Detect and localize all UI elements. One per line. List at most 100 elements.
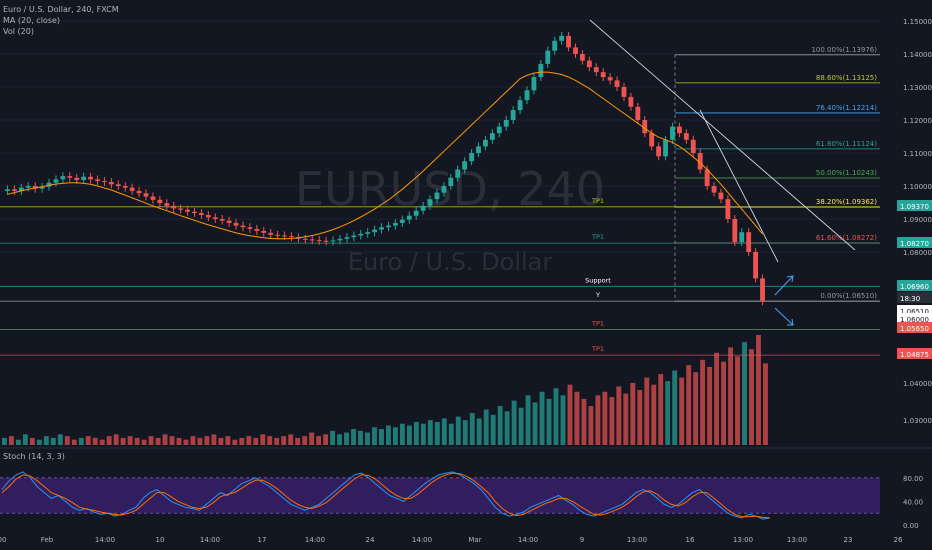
candle-body: [386, 225, 391, 228]
candle-body: [129, 187, 135, 191]
watermark-name: Euro / U.S. Dollar: [348, 248, 553, 276]
up-arrow: [774, 275, 794, 296]
chart-legend: Euro / U.S. Dollar, 240, FXCM MA (20, cl…: [3, 4, 119, 37]
volume-bar: [267, 436, 273, 445]
volume-bar: [434, 421, 440, 445]
candle-body: [448, 177, 454, 186]
volume-bar: [169, 436, 175, 445]
candle-body: [621, 87, 627, 97]
candle-body: [573, 47, 578, 54]
volume-bar: [455, 416, 461, 445]
volume-bar: [337, 434, 343, 445]
volume-bar: [260, 434, 266, 445]
volume-bar: [120, 437, 126, 445]
candle-body: [247, 227, 253, 229]
candle-body: [5, 189, 10, 191]
candle-body: [18, 187, 24, 191]
candle-body: [538, 63, 544, 78]
candle-body: [753, 252, 759, 279]
volume-bar: [574, 391, 580, 445]
price-axis-tick: 1.09000: [903, 216, 932, 224]
level-annotation: Y: [595, 291, 600, 299]
candle-body: [233, 222, 239, 226]
candle-body: [25, 186, 31, 188]
level-annotation: TP1: [591, 345, 604, 353]
candle-body: [413, 210, 419, 216]
fib-level-label: 0.00%(1.06510): [820, 292, 877, 300]
candle-body: [143, 193, 149, 197]
candle-body: [185, 209, 190, 212]
candle-body: [122, 186, 128, 188]
fib-level-label: 76.40%(1.12214): [816, 104, 877, 112]
candle-body: [670, 126, 675, 140]
volume-bar: [665, 381, 671, 445]
volume-bar: [211, 434, 217, 445]
price-axis-tick: 1.04000: [903, 380, 932, 388]
candle-body: [53, 179, 59, 183]
volume-bar: [344, 432, 349, 445]
candle-body: [663, 139, 668, 157]
volume-bar: [406, 425, 412, 445]
level-annotation: TP1: [591, 233, 604, 241]
price-tag-label: 1.06510: [900, 308, 929, 316]
volume-bar: [679, 377, 685, 445]
down-arrow: [774, 307, 794, 326]
candle-body: [379, 227, 384, 230]
candle-body: [489, 133, 495, 140]
level-annotation: TP1: [591, 320, 604, 328]
volume-bar: [197, 437, 203, 445]
candle-body: [39, 186, 45, 189]
candle-body: [164, 203, 170, 206]
volume-bar: [190, 436, 196, 445]
candle-body: [212, 217, 218, 219]
price-axis-tick: 1.14000: [903, 51, 932, 59]
candle-body: [545, 50, 551, 64]
volume-bar: [155, 437, 161, 445]
volume-bar: [511, 400, 517, 445]
candle-body: [732, 219, 738, 243]
candle-body: [510, 110, 516, 120]
candle-body: [566, 35, 571, 48]
candle-body: [254, 228, 260, 231]
volume-bar: [2, 437, 7, 445]
level-annotation: Support: [585, 276, 611, 284]
candle-body: [718, 192, 724, 200]
volume-bar: [134, 437, 140, 445]
candle-body: [316, 240, 322, 242]
candle-body: [351, 235, 357, 238]
time-axis-tick: 26: [894, 536, 903, 544]
candle-body: [697, 153, 703, 170]
volume-bar: [651, 384, 657, 445]
volume-bar: [693, 372, 699, 445]
candle-body: [157, 199, 163, 204]
candle-body: [108, 182, 114, 185]
volume-bar: [358, 430, 363, 445]
volume-bar: [239, 437, 245, 445]
volume-bar: [302, 436, 308, 445]
candle-body: [372, 229, 378, 233]
price-tag: [897, 348, 932, 359]
candle-body: [711, 186, 717, 193]
candle-body: [628, 96, 634, 107]
trendline: [589, 19, 856, 251]
candle-body: [580, 54, 585, 61]
candle-body: [11, 189, 17, 191]
candle-body: [88, 176, 94, 180]
candle-body: [469, 153, 475, 162]
fib-level-label: 88.60%(1.13125): [816, 74, 877, 82]
price-tag-label: 1.06000: [900, 316, 929, 324]
candle-body: [275, 234, 281, 236]
volume-bar: [36, 439, 42, 445]
volume-bar: [330, 430, 336, 445]
volume-bar: [644, 377, 650, 445]
volume-bar: [588, 405, 594, 445]
time-axis-tick: 23: [844, 536, 853, 544]
time-axis-tick: Mar: [468, 536, 481, 544]
candle-body: [192, 211, 197, 214]
time-axis-tick: 9: [580, 536, 584, 544]
volume-bar: [483, 409, 489, 445]
candle-body: [420, 205, 426, 211]
price-tag-label: 1.08270: [900, 240, 929, 248]
candle-body: [289, 236, 294, 238]
